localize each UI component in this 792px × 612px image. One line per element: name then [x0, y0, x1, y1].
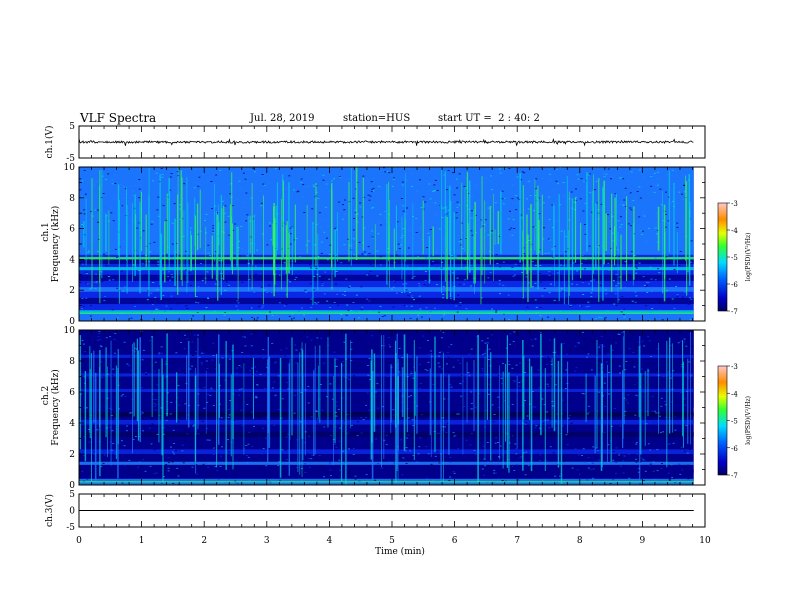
xtick-label: 3: [264, 536, 270, 546]
panel-label: ch.2: [41, 386, 51, 405]
xtick-label: 9: [640, 536, 646, 546]
xtick-label: 2: [201, 536, 207, 546]
ytick-label: 0: [69, 507, 75, 517]
ch1-signal-trace: [78, 138, 694, 147]
waveform-0: [78, 138, 694, 147]
xtick-label: 1: [139, 536, 145, 546]
plot-station: station=HUS: [343, 113, 411, 124]
colorbar-tick-label: -5: [731, 418, 738, 426]
ytick-label: -5: [66, 154, 75, 164]
ytick-label: 2: [69, 450, 75, 460]
ytick-label: 5: [69, 122, 75, 132]
ytick-label: 0: [69, 481, 75, 491]
colorbar-label: log(PSD)(V²/Hz): [745, 233, 752, 282]
colorbar-tick-label: -7: [731, 308, 738, 316]
yaxis-label: Frequency (kHz): [50, 369, 61, 446]
ytick-label: 8: [69, 357, 75, 367]
yaxis-label: Frequency (kHz): [50, 206, 61, 283]
xtick-label: 10: [699, 536, 711, 546]
ytick-label: -5: [66, 523, 75, 533]
ytick-label: 2: [69, 286, 75, 296]
colorbar-tick-label: -5: [731, 254, 738, 262]
xtick-label: 0: [76, 536, 82, 546]
ytick-label: 0: [69, 317, 75, 327]
ytick-label: 4: [69, 419, 75, 429]
ytick-label: 8: [69, 194, 75, 204]
colorbar: [717, 365, 728, 476]
colorbar-tick-label: -6: [731, 281, 738, 289]
ytick-label: 6: [69, 225, 75, 235]
ytick-label: 6: [69, 388, 75, 398]
plot-date: Jul. 28, 2019: [250, 113, 315, 124]
colorbar-tick-label: -7: [731, 472, 738, 480]
ytick-label: 5: [69, 490, 75, 500]
colorbar-tick-label: -6: [731, 445, 738, 453]
plot-start-time: start UT = 2 : 40: 2: [438, 113, 540, 124]
spectrogram-1: [79, 167, 694, 321]
colorbar: [717, 202, 728, 312]
ytick-label: 4: [69, 255, 75, 265]
xtick-label: 4: [327, 536, 333, 546]
spectrogram-2: [79, 330, 694, 485]
xtick-label: 8: [577, 536, 583, 546]
plot-title: VLF Spectra: [80, 111, 157, 125]
yaxis-label: ch.3(V): [44, 494, 55, 527]
xtick-label: 7: [514, 536, 520, 546]
xtick-label: 5: [389, 536, 395, 546]
colorbar-label: log(PSD)(V²/Hz): [745, 396, 752, 445]
colorbar-tick-label: -4: [731, 227, 738, 235]
yaxis-label: ch.1(V): [44, 126, 55, 159]
colorbar-tick-label: -3: [731, 363, 738, 371]
xtick-label: 6: [452, 536, 458, 546]
colorbar-tick-label: -4: [731, 390, 738, 398]
xaxis-label: Time (min): [375, 546, 425, 557]
ytick-label: 10: [64, 326, 76, 336]
ytick-label: 10: [64, 163, 76, 173]
panel-label: ch.1: [41, 222, 51, 241]
colorbar-tick-label: -3: [731, 200, 738, 208]
